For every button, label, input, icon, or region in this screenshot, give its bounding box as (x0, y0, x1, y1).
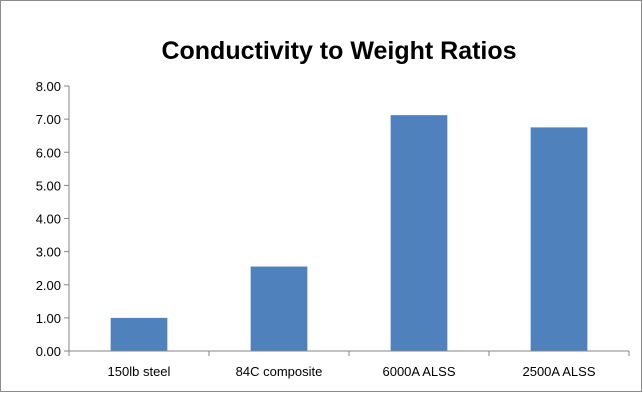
x-axis: 150lb steel 84C composite 6000A ALSS 2500A … (68, 350, 630, 379)
bar (530, 127, 588, 351)
chart-title: Conductivity to Weight Ratios (161, 37, 516, 65)
y-axis: 0.00 1.00 2.00 3.00 4.00 5.00 6.00 7.00 8.00 (36, 79, 70, 359)
y-tick-label: 6.00 (36, 145, 61, 160)
bar (250, 266, 308, 351)
y-tick-label: 5.00 (36, 178, 61, 193)
y-tick-label: 8.00 (36, 79, 61, 94)
x-tick-label: 150lb steel (108, 364, 171, 379)
bars (110, 115, 588, 352)
bar (390, 115, 448, 352)
y-tick-label: 7.00 (36, 112, 61, 127)
x-tick-label: 2500A ALSS (522, 364, 595, 379)
y-tick-label: 4.00 (36, 212, 61, 227)
y-tick-label: 0.00 (36, 344, 61, 359)
bar (110, 317, 168, 351)
x-tick-label: 6000A ALSS (382, 364, 455, 379)
y-tick-label: 3.00 (36, 245, 61, 260)
y-tick-label: 1.00 (36, 311, 61, 326)
y-tick-label: 2.00 (36, 278, 61, 293)
x-tick-label: 84C composite (236, 364, 323, 379)
